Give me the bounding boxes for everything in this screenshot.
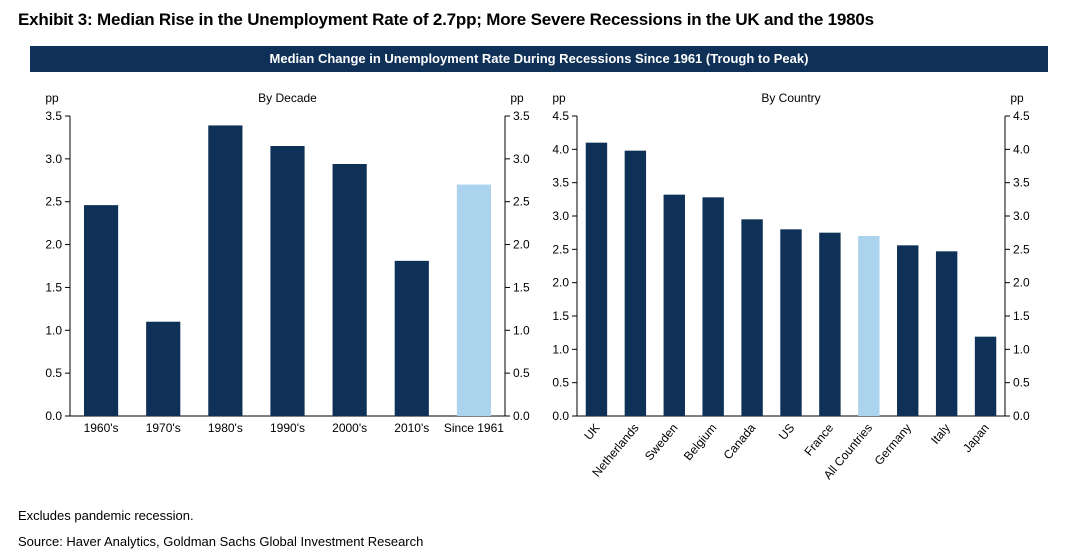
- country-category-label: Italy: [928, 421, 953, 447]
- country-category-label: Japan: [960, 421, 992, 455]
- country-bar-france: [819, 232, 841, 416]
- decade-category-label: 2000's: [332, 421, 367, 435]
- decade-bar-1970-s: [146, 321, 181, 416]
- country-right-unit: pp: [1010, 91, 1024, 105]
- footnote: Excludes pandemic recession.: [18, 508, 194, 523]
- country-category-label: France: [801, 421, 836, 459]
- decade-category-label: 1980's: [208, 421, 243, 435]
- chart-banner: Median Change in Unemployment Rate Durin…: [30, 46, 1048, 72]
- decade-right-tick-label: 2.5: [513, 195, 530, 209]
- country-left-tick-label: 4.5: [552, 109, 569, 123]
- decade-bar-2000-s: [332, 164, 367, 416]
- decade-right-tick-label: 1.5: [513, 280, 530, 294]
- country-category-label: Canada: [721, 421, 759, 462]
- country-left-tick-label: 0.0: [552, 409, 569, 423]
- decade-title: By Decade: [258, 91, 317, 105]
- country-left-tick-label: 0.5: [552, 376, 569, 390]
- country-right-tick-label: 3.5: [1013, 176, 1030, 190]
- country-right-tick-label: 2.0: [1013, 276, 1030, 290]
- country-left-tick-label: 3.0: [552, 209, 569, 223]
- country-category-label: Germany: [872, 421, 914, 468]
- country-bar-canada: [741, 219, 763, 416]
- decade-bar-1980-s: [208, 125, 243, 416]
- country-left-unit: pp: [552, 91, 566, 105]
- decade-left-tick-label: 1.0: [45, 323, 62, 337]
- country-right-tick-label: 3.0: [1013, 209, 1030, 223]
- decade-category-label: 1990's: [270, 421, 305, 435]
- country-category-label: UK: [581, 421, 602, 443]
- country-left-tick-label: 1.0: [552, 342, 569, 356]
- decade-left-tick-label: 0.0: [45, 409, 62, 423]
- exhibit-title: Exhibit 3: Median Rise in the Unemployme…: [18, 10, 874, 29]
- decade-left-tick-label: 2.5: [45, 195, 62, 209]
- country-right-tick-label: 0.5: [1013, 376, 1030, 390]
- country-bar-us: [780, 229, 802, 416]
- country-bar-all-countries: [858, 236, 880, 416]
- decade-right-tick-label: 0.5: [513, 366, 530, 380]
- country-right-tick-label: 4.5: [1013, 109, 1030, 123]
- country-bar-uk: [585, 142, 608, 416]
- country-category-label: US: [776, 421, 797, 443]
- decade-category-label: 1970's: [146, 421, 181, 435]
- country-left-tick-label: 2.5: [552, 242, 569, 256]
- country-right-tick-label: 0.0: [1013, 409, 1030, 423]
- decade-bar-since-1961: [456, 184, 492, 416]
- decade-right-tick-label: 0.0: [513, 409, 530, 423]
- country-bar-italy: [935, 251, 958, 416]
- decade-left-tick-label: 1.5: [45, 280, 62, 294]
- decade-category-label: 2010's: [394, 421, 429, 435]
- decade-right-tick-label: 2.0: [513, 238, 530, 252]
- country-category-label: Belgium: [681, 421, 720, 463]
- country-bar-netherlands: [624, 150, 647, 416]
- country-right-tick-label: 4.0: [1013, 142, 1030, 156]
- country-right-tick-label: 1.5: [1013, 309, 1030, 323]
- decade-category-label: 1960's: [84, 421, 119, 435]
- country-right-tick-label: 2.5: [1013, 242, 1030, 256]
- decade-left-tick-label: 3.5: [45, 109, 62, 123]
- charts-area: 0.0 0.0 0.5 0.5 1.0 1.0 1.5 1.5 2.0 2.0 2.5 2.5 3.0 3…: [45, 91, 1030, 482]
- decade-left-tick-label: 0.5: [45, 366, 62, 380]
- country-category-label: Sweden: [642, 421, 681, 463]
- decade-left-tick-label: 2.0: [45, 238, 62, 252]
- country-bar-belgium: [702, 197, 724, 416]
- country-left-tick-label: 2.0: [552, 276, 569, 290]
- country-left-tick-label: 3.5: [552, 176, 569, 190]
- country-bar-sweden: [663, 194, 685, 416]
- decade-right-tick-label: 1.0: [513, 323, 530, 337]
- country-right-tick-label: 1.0: [1013, 342, 1030, 356]
- decade-right-tick-label: 3.0: [513, 152, 530, 166]
- decade-right-unit: pp: [510, 91, 524, 105]
- country-bar-japan: [974, 336, 997, 416]
- source-note: Source: Haver Analytics, Goldman Sachs G…: [18, 534, 424, 549]
- country-bar-germany: [897, 245, 919, 416]
- decade-right-tick-label: 3.5: [513, 109, 530, 123]
- decade-left-tick-label: 3.0: [45, 152, 62, 166]
- country-title: By Country: [761, 91, 820, 105]
- country-left-tick-label: 4.0: [552, 142, 569, 156]
- decade-left-unit: pp: [45, 91, 59, 105]
- decade-bar-1990-s: [270, 146, 305, 416]
- decade-bar-2010-s: [394, 260, 429, 416]
- country-left-tick-label: 1.5: [552, 309, 569, 323]
- decade-bar-1960-s: [83, 205, 119, 416]
- decade-category-label: Since 1961: [444, 421, 504, 435]
